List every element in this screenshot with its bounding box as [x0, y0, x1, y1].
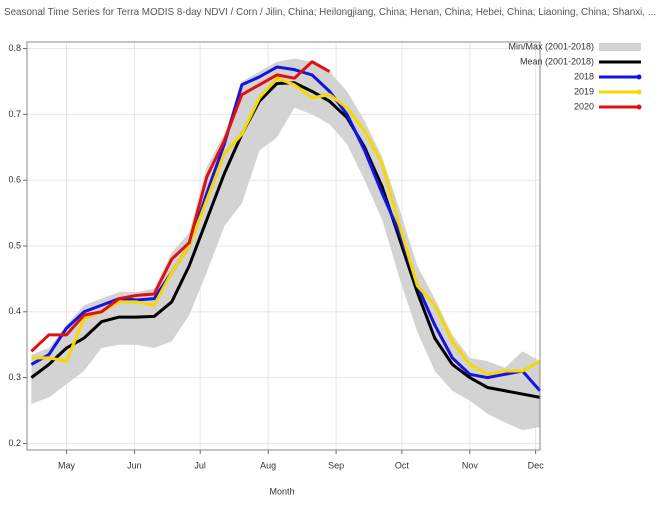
legend-marker: [636, 89, 642, 95]
x-axis-label: Month: [269, 486, 294, 496]
legend-swatch: [599, 43, 641, 51]
legend-label: 2018: [574, 71, 594, 81]
legend-label: Min/Max (2001-2018): [508, 41, 594, 51]
x-tick-label: May: [58, 460, 76, 470]
series-line: [30, 81, 541, 399]
y-tick-label: 0.2: [8, 438, 21, 448]
y-tick-label: 0.5: [8, 240, 21, 250]
legend-marker: [636, 74, 642, 80]
legend-label: 2020: [574, 101, 594, 111]
x-tick-label: Oct: [395, 460, 410, 470]
y-tick-label: 0.4: [8, 306, 21, 316]
y-tick-label: 0.3: [8, 372, 21, 382]
x-tick-label: Aug: [260, 460, 276, 470]
legend-marker: [636, 104, 642, 110]
chart-title: Seasonal Time Series for Terra MODIS 8-d…: [4, 6, 656, 18]
y-tick-label: 0.6: [8, 175, 21, 185]
x-tick-label: Sep: [328, 460, 344, 470]
x-tick-label: Jul: [194, 460, 206, 470]
y-tick-label: 0.8: [8, 43, 21, 53]
series-line: [30, 60, 331, 353]
y-tick-label: 0.7: [8, 109, 21, 119]
x-tick-label: Jun: [127, 460, 142, 470]
series-line: [31, 76, 541, 376]
min-max-band: [31, 58, 541, 431]
legend-label: Mean (2001-2018): [520, 56, 594, 66]
x-tick-label: Nov: [462, 460, 479, 470]
plot-frame: [26, 41, 541, 451]
legend-label: 2019: [574, 86, 594, 96]
x-tick-label: Dec: [528, 460, 545, 470]
